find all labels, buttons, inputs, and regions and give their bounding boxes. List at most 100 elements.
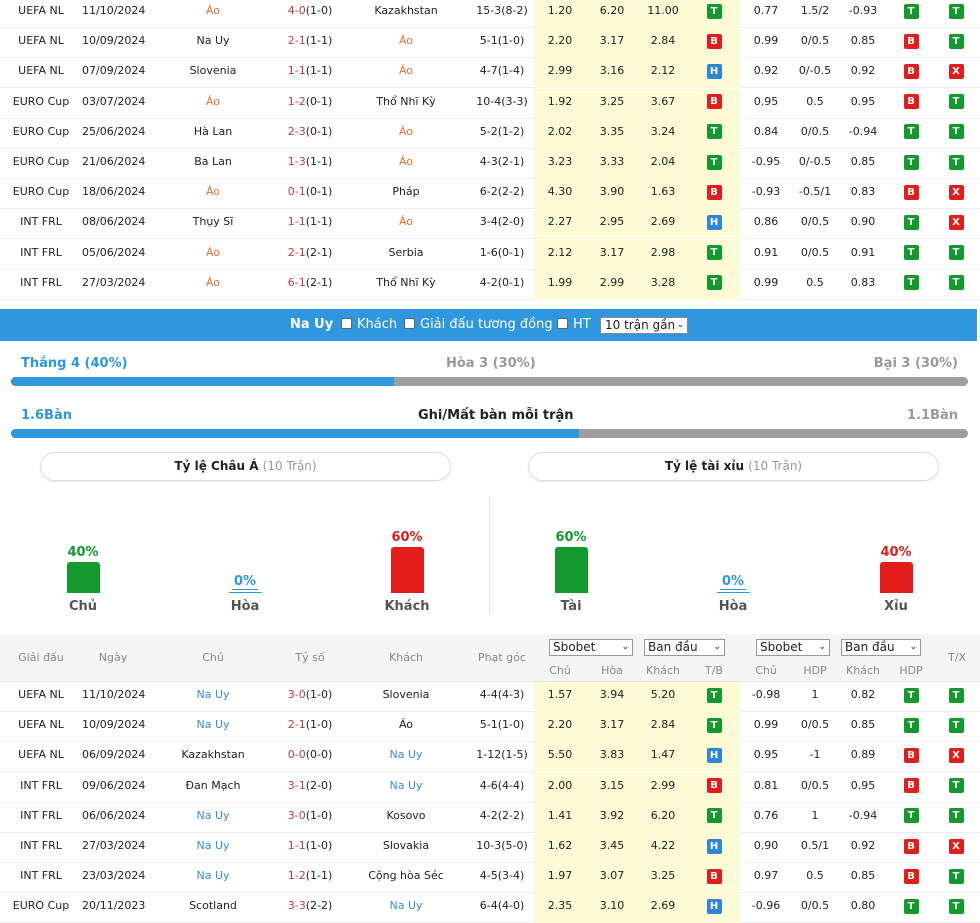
ht-checkbox[interactable]: HT <box>557 309 591 341</box>
result-badge: T <box>688 118 740 149</box>
away-team[interactable]: Slovakia <box>382 839 430 852</box>
away-team[interactable]: Áo <box>398 34 414 48</box>
away-team[interactable]: Áo <box>398 215 414 229</box>
result-X-badge: X <box>948 747 964 763</box>
odds-home: 1.97 <box>534 863 586 894</box>
result-X-badge: X <box>948 63 964 79</box>
score: 0-1(0-1) <box>270 179 350 209</box>
result-T-badge: T <box>948 275 964 291</box>
home-team[interactable]: Na Uy <box>196 718 230 732</box>
home-team[interactable]: Ba Lan <box>194 155 232 168</box>
away-team[interactable]: Thổ Nhĩ Kỳ <box>376 94 436 108</box>
away-team[interactable]: Áo <box>398 718 414 732</box>
odds-type-select-2[interactable]: Ban đầu ⌄ <box>841 639 921 656</box>
same-league-checkbox[interactable]: Giải đấu tương đồng <box>404 309 553 341</box>
table-row: UEFA NL 11/10/2024 Áo 4-0(1-0) Kazakhstan 15-… <box>0 0 980 28</box>
odds-type-select-1[interactable]: Ban đầu ⌄ <box>644 639 725 656</box>
away-team[interactable]: Na Uy <box>389 899 423 913</box>
result-T-badge: T <box>948 154 964 170</box>
full-time-score: 0-0 <box>287 748 306 762</box>
league: EURO Cup <box>12 155 70 168</box>
home-team[interactable]: Na Uy <box>196 839 230 852</box>
odds-draw: 3.33 <box>586 149 638 179</box>
table-row: INT FRL 27/03/2024 Na Uy 1-1(1-0) Slovakia 10… <box>0 833 980 863</box>
table-row: EURO Cup 21/06/2024 Ba Lan 1-3(1-1) Áo 4-3(2-… <box>0 149 980 179</box>
hdp-badge: B <box>896 863 926 893</box>
col-date: Ngày <box>98 651 128 664</box>
result-B-badge: B <box>903 33 919 49</box>
away-checkbox[interactable]: Khách <box>341 309 397 341</box>
home-team[interactable]: Scotland <box>189 899 237 913</box>
date: 10/09/2024 <box>82 718 146 732</box>
score: 1-1(1-1) <box>270 58 350 88</box>
score: 1-2(1-1) <box>270 863 350 893</box>
col-tx: T/X <box>948 651 966 664</box>
hdp: 0/-0.5 <box>798 64 832 78</box>
match-range-select[interactable]: 10 trận gần ⌄ <box>600 317 688 334</box>
hdp-badge: T <box>896 209 926 239</box>
home-team[interactable]: Áo <box>205 275 221 289</box>
away-team[interactable]: Áo <box>398 155 414 168</box>
home-team[interactable]: Na Uy <box>196 808 230 822</box>
away-team[interactable]: Na Uy <box>389 778 423 792</box>
away-team[interactable]: Slovenia <box>382 688 430 701</box>
corner: 3-4(2-0) <box>479 215 525 229</box>
hdp: 0.5 <box>806 275 824 289</box>
over-under-tab[interactable]: Tỷ lệ tài xỉu (10 Trận) <box>528 452 939 481</box>
date: 06/06/2024 <box>82 808 146 822</box>
home-team[interactable]: Na Uy <box>196 688 230 701</box>
home-team[interactable]: Na Uy <box>196 34 230 48</box>
bookmaker-select-1[interactable]: Sbobet ⌄ <box>549 639 633 656</box>
rate-bar-asian-away <box>391 547 424 593</box>
ou-badge: X <box>941 742 971 772</box>
table-header: Giải đấu Ngày Chủ Tỷ số Khách Phạt góc S… <box>0 634 980 682</box>
home-team[interactable]: Kazakhstan <box>181 748 245 762</box>
result-T-badge: T <box>948 94 964 110</box>
hcp-home: -0.98 <box>751 688 781 701</box>
result-T-badge: T <box>903 245 919 261</box>
home-team[interactable]: Na Uy <box>196 869 230 883</box>
bookmaker-select-2[interactable]: Sbobet ⌄ <box>756 639 830 656</box>
full-time-score: 2-1 <box>287 718 306 732</box>
away-team[interactable]: Cộng hòa Séc <box>368 869 444 883</box>
away-team[interactable]: Kosovo <box>386 808 426 822</box>
ou-badge: T <box>941 149 971 179</box>
league: INT FRL <box>20 839 62 852</box>
result-B-badge: B <box>903 63 919 79</box>
home-team[interactable]: Slovenia <box>189 64 237 78</box>
hdp: 1 <box>811 808 819 822</box>
odds-draw: 3.17 <box>586 28 638 59</box>
hdp: 0.5/1 <box>800 839 830 852</box>
rate-percent-asian-away: 60% <box>391 530 423 545</box>
home-team[interactable]: Áo <box>205 245 221 259</box>
home-team[interactable]: Áo <box>205 4 221 17</box>
away-team[interactable]: Kazakhstan <box>374 4 438 17</box>
hdp: 0/0.5 <box>800 718 830 732</box>
away-team[interactable]: Áo <box>398 124 414 138</box>
odds-away: 2.69 <box>638 893 688 923</box>
date: 10/09/2024 <box>82 34 146 48</box>
away-team[interactable]: Áo <box>398 64 414 78</box>
away-team[interactable]: Na Uy <box>389 748 423 762</box>
loss-label: Bại 3 (30%) <box>873 356 958 371</box>
hcp-home: 0.99 <box>753 718 779 732</box>
full-time-score: 1-2 <box>287 94 306 108</box>
filter-team-name: Na Uy <box>290 317 334 332</box>
away-team[interactable]: Serbia <box>388 245 424 259</box>
odds-draw: 2.99 <box>586 269 638 300</box>
home-team[interactable]: Áo <box>205 94 221 108</box>
home-team[interactable]: Áo <box>205 185 221 199</box>
home-team[interactable]: Đan Mạch <box>185 778 241 792</box>
hdp: 1 <box>811 688 819 701</box>
result-X-badge: X <box>948 214 964 230</box>
away-team[interactable]: Thổ Nhĩ Kỳ <box>376 275 436 289</box>
home-team[interactable]: Thụy Sĩ <box>192 215 234 229</box>
corner: 4-6(4-4) <box>479 778 525 792</box>
corner: 1-6(0-1) <box>479 245 525 259</box>
home-team[interactable]: Hà Lan <box>193 124 233 138</box>
hdp-badge: B <box>896 742 926 772</box>
odds-away: 11.00 <box>638 0 688 28</box>
away-team[interactable]: Pháp <box>392 185 420 199</box>
score: 1-1(1-0) <box>270 833 350 863</box>
asian-handicap-tab[interactable]: Tỷ lệ Châu Á (10 Trận) <box>40 452 451 481</box>
